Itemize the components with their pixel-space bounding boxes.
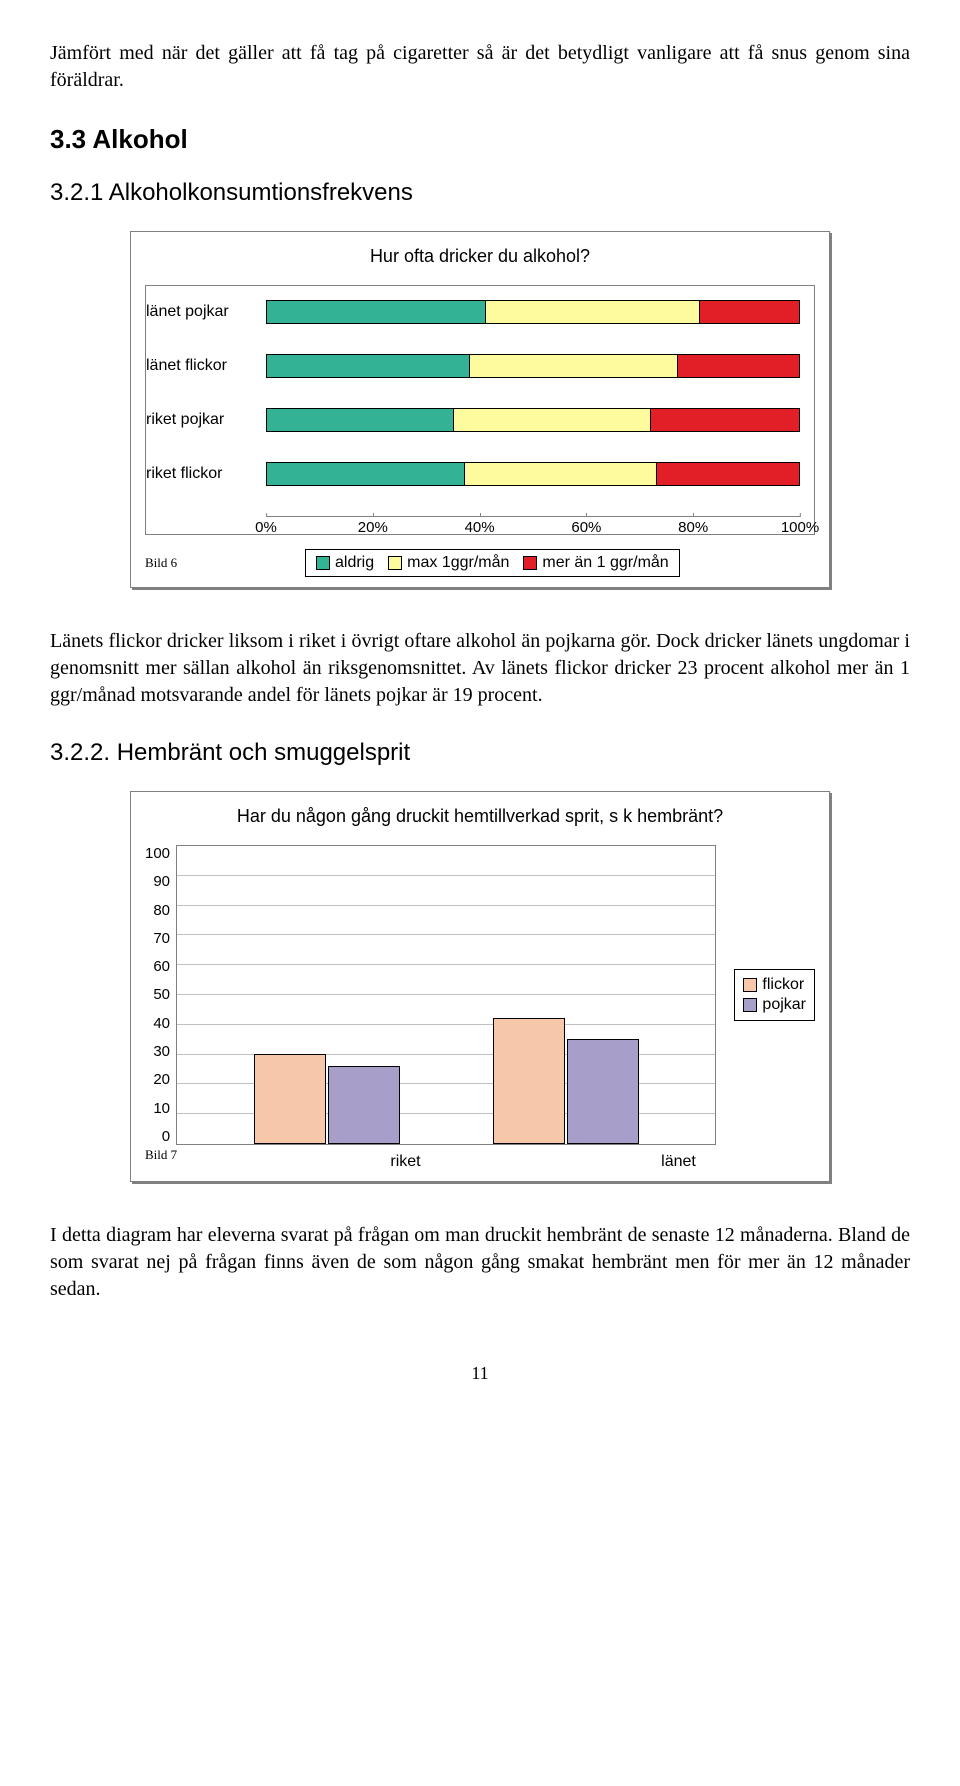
- chart2-title: Har du någon gång druckit hemtillverkad …: [145, 806, 815, 827]
- chart2-bar: [567, 1039, 639, 1144]
- chart2-legend-item: flickor: [743, 976, 806, 994]
- chart1-segment: [699, 300, 800, 324]
- chart2-ytick: 50: [153, 986, 170, 1003]
- chart2-ytick: 0: [162, 1128, 170, 1145]
- chart2-bar: [493, 1018, 565, 1144]
- chart2-legend-item: pojkar: [743, 996, 806, 1014]
- chart2-ytick: 40: [153, 1015, 170, 1032]
- chart2-group: [486, 1018, 646, 1144]
- chart2-xlabel: riket: [269, 1153, 542, 1171]
- chart2-ytick: 20: [153, 1071, 170, 1088]
- subsection-heading-konsumtion: 3.2.1 Alkoholkonsumtionsfrekvens: [50, 179, 910, 207]
- legend-label: flickor: [762, 976, 804, 994]
- chart2-ytick: 80: [153, 902, 170, 919]
- legend-swatch: [316, 556, 330, 570]
- chart1-tick: 80%: [678, 519, 708, 536]
- chart2-bar: [328, 1066, 400, 1144]
- chart1-row: riket pojkar: [146, 408, 814, 432]
- chart2-ytick: 100: [145, 845, 170, 862]
- chart2-plot: [176, 845, 716, 1145]
- legend-swatch: [743, 998, 757, 1012]
- chart1-tick: 60%: [571, 519, 601, 536]
- paragraph-after-chart2: I detta diagram har eleverna svarat på f…: [50, 1222, 910, 1303]
- chart1-tick: 0%: [255, 519, 277, 536]
- chart-alkohol-frekvens: Hur ofta dricker du alkohol? länet pojka…: [130, 231, 830, 588]
- chart1-bar: [266, 300, 800, 324]
- chart2-gridline: [177, 934, 715, 935]
- chart1-tick: 100%: [781, 519, 819, 536]
- chart1-title: Hur ofta dricker du alkohol?: [145, 246, 815, 267]
- chart1-segment: [464, 462, 656, 486]
- section-heading-alkohol: 3.3 Alkohol: [50, 124, 910, 155]
- chart1-segment: [266, 408, 453, 432]
- legend-label: aldrig: [335, 554, 374, 572]
- chart-hembrant: Har du någon gång druckit hemtillverkad …: [130, 791, 830, 1182]
- chart2-ytick: 60: [153, 958, 170, 975]
- chart2-legend: flickor pojkar: [734, 969, 815, 1021]
- chart2-ytick: 90: [153, 873, 170, 890]
- chart1-bar: [266, 354, 800, 378]
- chart1-bar: [266, 462, 800, 486]
- chart1-segment: [266, 300, 485, 324]
- intro-paragraph: Jämfört med när det gäller att få tag på…: [50, 40, 910, 94]
- chart1-segment: [453, 408, 651, 432]
- chart2-bar: [254, 1054, 326, 1144]
- chart1-legend-item: aldrig: [316, 554, 374, 572]
- chart1-x-axis: 0%20%40%60%80%100%: [266, 516, 800, 534]
- chart1-segment: [266, 354, 469, 378]
- page-number: 11: [50, 1363, 910, 1384]
- chart2-ytick: 10: [153, 1100, 170, 1117]
- chart2-y-axis: 1009080706050403020100: [145, 845, 176, 1145]
- chart2-bild-label: Bild 7: [145, 1147, 225, 1163]
- chart1-segment: [266, 462, 464, 486]
- chart2-gridline: [177, 875, 715, 876]
- chart2-x-axis: riketlänet: [269, 1153, 815, 1171]
- chart1-legend-item: max 1ggr/mån: [388, 554, 509, 572]
- chart1-segment: [650, 408, 800, 432]
- legend-swatch: [523, 556, 537, 570]
- chart1-bild-label: Bild 6: [145, 549, 225, 571]
- legend-label: max 1ggr/mån: [407, 554, 509, 572]
- chart1-legend-item: mer än 1 ggr/mån: [523, 554, 668, 572]
- chart1-tick: 20%: [358, 519, 388, 536]
- chart2-ytick: 30: [153, 1043, 170, 1060]
- chart1-tick: 40%: [465, 519, 495, 536]
- subsection-heading-hembrant: 3.2.2. Hembränt och smuggelsprit: [50, 739, 910, 767]
- chart2-group: [247, 1054, 407, 1144]
- chart1-category-label: länet flickor: [146, 357, 266, 375]
- chart1-legend: aldrig max 1ggr/mån mer än 1 ggr/mån: [305, 549, 680, 577]
- chart1-segment: [656, 462, 800, 486]
- chart1-segment: [677, 354, 800, 378]
- chart1-plot: länet pojkar länet flickor riket pojkar rik…: [145, 285, 815, 535]
- chart1-segment: [485, 300, 699, 324]
- chart2-gridline: [177, 964, 715, 965]
- chart2-xlabel: länet: [542, 1153, 815, 1171]
- chart1-row: länet pojkar: [146, 300, 814, 324]
- legend-swatch: [743, 978, 757, 992]
- legend-label: pojkar: [762, 996, 806, 1014]
- chart1-segment: [469, 354, 677, 378]
- chart1-category-label: riket pojkar: [146, 411, 266, 429]
- legend-swatch: [388, 556, 402, 570]
- chart2-gridline: [177, 905, 715, 906]
- chart2-gridline: [177, 994, 715, 995]
- chart1-row: länet flickor: [146, 354, 814, 378]
- chart1-category-label: länet pojkar: [146, 303, 266, 321]
- chart1-row: riket flickor: [146, 462, 814, 486]
- chart2-ytick: 70: [153, 930, 170, 947]
- paragraph-after-chart1: Länets flickor dricker liksom i riket i …: [50, 628, 910, 709]
- legend-label: mer än 1 ggr/mån: [542, 554, 668, 572]
- chart1-category-label: riket flickor: [146, 465, 266, 483]
- chart1-bar: [266, 408, 800, 432]
